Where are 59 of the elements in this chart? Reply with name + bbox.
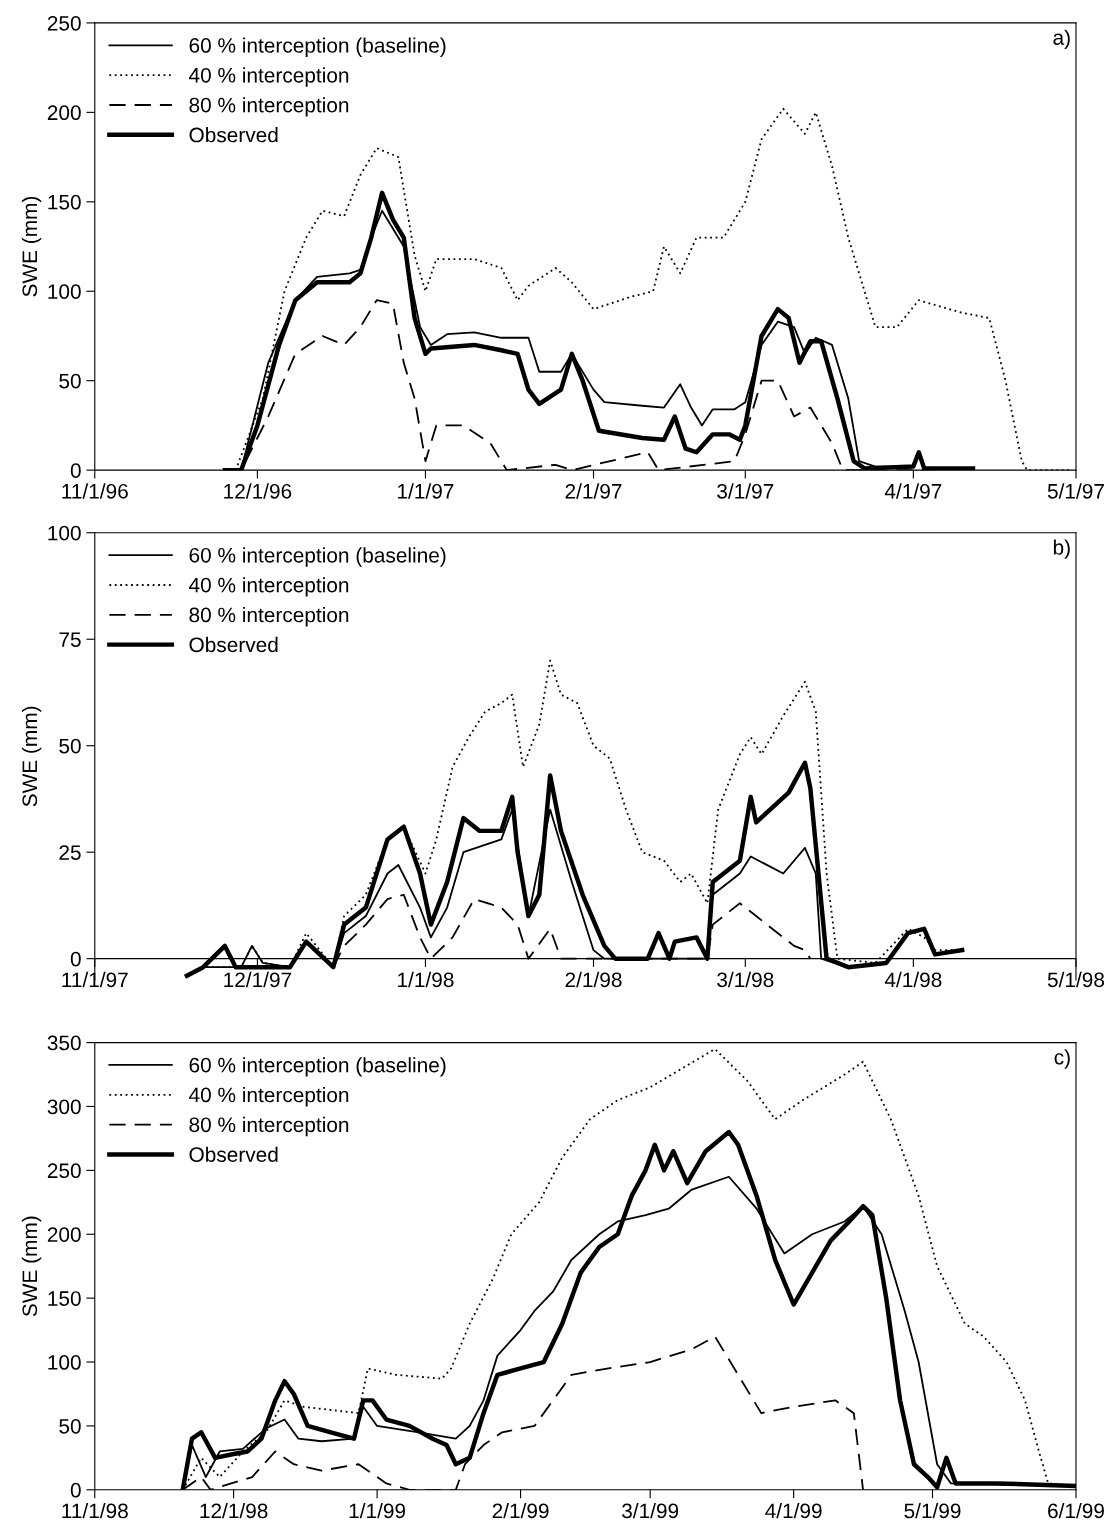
x-tick-label: 4/1/97 <box>884 483 942 499</box>
y-tick-label: 350 <box>47 1035 81 1051</box>
y-tick-label: 50 <box>59 1418 81 1434</box>
y-tick-label: 25 <box>59 845 81 860</box>
legend-label: Observed <box>189 127 278 143</box>
x-tick-label: 4/1/99 <box>765 1502 822 1519</box>
x-tick-label: 3/1/97 <box>717 483 774 499</box>
x-tick-label: 12/1/98 <box>200 1502 268 1519</box>
y-axis-title: SWE (mm) <box>21 196 42 297</box>
x-tick-label: 12/1/96 <box>224 483 292 499</box>
x-tick-label: 5/1/99 <box>904 1502 961 1519</box>
x-tick-label: 1/1/99 <box>349 1502 406 1519</box>
y-tick-label: 75 <box>59 632 81 647</box>
legend-label: 80 % interception <box>189 97 349 117</box>
annotation: b) <box>1053 539 1070 559</box>
y-tick-label: 200 <box>47 105 81 121</box>
y-tick-label: 0 <box>70 1482 81 1498</box>
legend-label: 60 % interception (baseline) <box>189 37 446 57</box>
y-tick-label: 250 <box>47 15 81 31</box>
x-tick-label: 12/1/97 <box>224 971 292 988</box>
x-tick-label: 3/1/99 <box>622 1502 679 1519</box>
legend-label: 40 % interception <box>189 577 349 597</box>
y-tick-label: 150 <box>48 1291 81 1306</box>
y-axis-title: SWE (mm) <box>21 1216 42 1317</box>
legend-label: 80 % interception <box>189 607 349 627</box>
legend-label: 80 % interception <box>189 1116 349 1137</box>
x-tick-label: 1/1/97 <box>398 483 454 499</box>
y-tick-label: 100 <box>48 284 81 300</box>
x-tick-label: 2/1/99 <box>492 1502 549 1519</box>
y-tick-label: 50 <box>59 373 81 389</box>
y-tick-label: 200 <box>47 1227 81 1242</box>
annotation: a) <box>1053 29 1070 50</box>
legend-label: Observed <box>189 1146 278 1162</box>
legend-label: 60 % interception (baseline) <box>189 547 446 567</box>
x-tick-label: 11/1/96 <box>62 483 128 499</box>
y-tick-label: 50 <box>59 738 81 754</box>
legend-label: 60 % interception (baseline) <box>189 1057 446 1077</box>
legend-label: Observed <box>189 636 278 653</box>
x-tick-label: 1/1/98 <box>398 971 454 988</box>
legend-label: 40 % interception <box>189 1087 349 1107</box>
legend-label: 40 % interception <box>189 67 349 87</box>
annotation: c) <box>1054 1049 1070 1069</box>
x-tick-label: 3/1/98 <box>717 971 774 988</box>
x-tick-label: 4/1/98 <box>884 971 942 988</box>
x-tick-label: 5/1/98 <box>1047 971 1105 988</box>
x-tick-label: 2/1/98 <box>565 971 622 988</box>
y-tick-label: 150 <box>48 194 81 210</box>
x-tick-label: 2/1/97 <box>565 483 622 499</box>
y-tick-label: 300 <box>47 1099 81 1115</box>
x-tick-label: 11/1/97 <box>62 971 128 988</box>
x-tick-label: 5/1/97 <box>1047 483 1104 499</box>
y-tick-label: 250 <box>47 1163 81 1179</box>
x-tick-label: 11/1/98 <box>62 1502 128 1519</box>
y-tick-label: 100 <box>48 525 81 541</box>
y-tick-label: 0 <box>70 463 81 478</box>
y-tick-label: 0 <box>70 951 81 967</box>
y-axis-title: SWE (mm) <box>21 706 42 807</box>
y-tick-label: 100 <box>48 1355 81 1370</box>
x-tick-label: 6/1/99 <box>1048 1502 1104 1519</box>
